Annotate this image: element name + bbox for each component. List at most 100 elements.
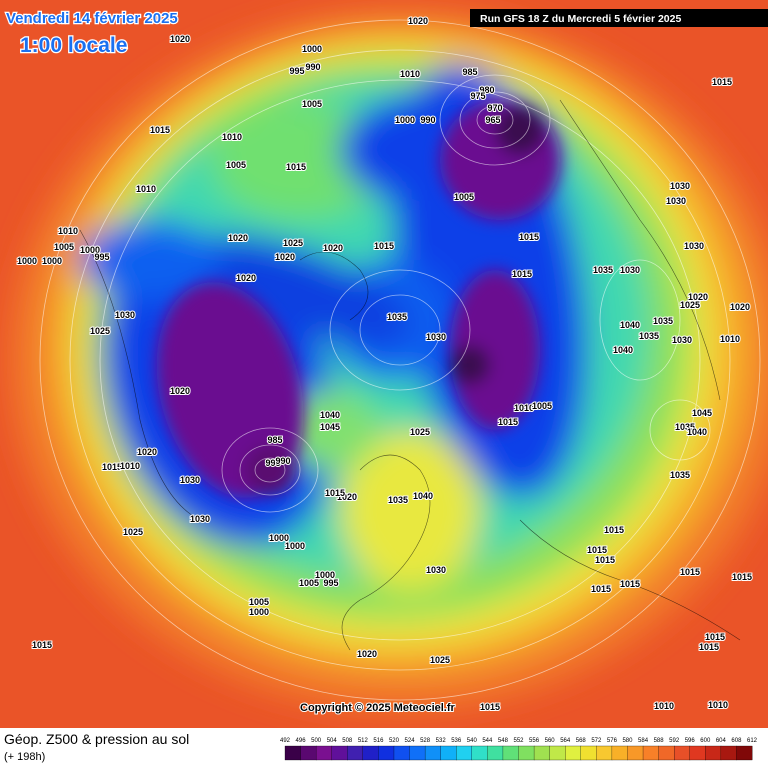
isobar-label: 1015 <box>498 417 518 427</box>
color-scale: 492 496 500 504 508 512 516 520 524 528 532 536 540 5… <box>280 738 758 761</box>
isobar-label: 1020 <box>137 447 157 457</box>
isobar-label: 1010 <box>120 461 140 471</box>
isobar-label: 1045 <box>692 408 712 418</box>
isobar-label: 1010 <box>514 403 534 413</box>
scale-swatch <box>549 745 566 761</box>
scale-label: 552 <box>513 738 524 744</box>
isobar-label: 1040 <box>687 427 707 437</box>
scale-swatch <box>347 745 364 761</box>
scale-swatch <box>720 745 737 761</box>
isobar-label: 1020 <box>236 273 256 283</box>
scale-label: 604 <box>716 738 727 744</box>
isobar-label: 1005 <box>454 192 474 202</box>
isobar-label: 1000 <box>315 570 335 580</box>
isobar-label: 1015 <box>374 241 394 251</box>
scale-label: 576 <box>607 738 618 744</box>
isobar-label: 1015 <box>595 555 615 565</box>
isobar-label: 1035 <box>593 265 613 275</box>
scale-swatch <box>456 745 473 761</box>
isobar-label: 1015 <box>286 162 306 172</box>
scale-label: 528 <box>420 738 431 744</box>
isobar-label: 1030 <box>180 475 200 485</box>
isobar-label: 1005 <box>299 578 319 588</box>
isobar-label: 985 <box>462 67 477 77</box>
trough-cores <box>156 100 560 498</box>
isobar-label: 1040 <box>620 320 640 330</box>
scale-swatch <box>487 745 504 761</box>
isobar-label: 1005 <box>302 99 322 109</box>
scale-swatch <box>611 745 628 761</box>
isobar-label: 1010 <box>720 334 740 344</box>
scale-swatch <box>331 745 348 761</box>
valid-date: Vendredi 14 février 2025 <box>6 10 178 27</box>
copyright: Copyright © 2025 Meteociel.fr <box>300 702 456 714</box>
isobar-label: 1020 <box>228 233 248 243</box>
geopotential-field <box>10 10 768 710</box>
coastlines <box>79 99 741 651</box>
isobar-label: 995 <box>289 66 304 76</box>
scale-label: 612 <box>747 738 758 744</box>
scale-swatch <box>596 745 613 761</box>
isobar-label: 1045 <box>320 422 340 432</box>
isobar-label: 1040 <box>413 491 433 501</box>
scale-label: 524 <box>405 738 416 744</box>
isobar-label: 1015 <box>732 572 752 582</box>
valid-time: 1:00 locale <box>20 34 127 57</box>
isobar-label: 1030 <box>672 335 692 345</box>
scale-swatch <box>393 745 410 761</box>
isobar-label: 1010 <box>136 184 156 194</box>
isobar-label: 1025 <box>410 427 430 437</box>
isobar-label: 1030 <box>684 241 704 251</box>
isobar-label: 1020 <box>275 252 295 262</box>
run-box <box>470 9 768 27</box>
isobar-label: 995 <box>323 578 338 588</box>
footer-title: Géop. Z500 & pression au sol <box>4 731 189 747</box>
scale-swatch <box>440 745 457 761</box>
isobar-label: 1030 <box>670 181 690 191</box>
isobar-label: 1010 <box>222 132 242 142</box>
isobar-label: 1015 <box>150 125 170 135</box>
isobar-label: 1030 <box>115 310 135 320</box>
isobar-label: 975 <box>470 91 485 101</box>
isobar-label: 1015 <box>512 269 532 279</box>
isobar-label: 1035 <box>653 316 673 326</box>
isobar-label: 1000 <box>285 541 305 551</box>
isobar-label: 1020 <box>170 386 190 396</box>
isobar-label: 1020 <box>170 34 190 44</box>
isobar-label: 995 <box>265 458 280 468</box>
scale-label: 520 <box>389 738 400 744</box>
scale-swatch <box>736 745 753 761</box>
scale-label: 536 <box>451 738 462 744</box>
isobar-label: 1020 <box>688 292 708 302</box>
isobar-label: 1015 <box>325 488 345 498</box>
scale-swatch <box>658 745 675 761</box>
isobar-label: 1025 <box>90 326 110 336</box>
isobar-label: 1010 <box>708 700 728 710</box>
isobar-label: 1035 <box>670 470 690 480</box>
scale-label: 568 <box>576 738 587 744</box>
scale-label: 600 <box>700 738 711 744</box>
scale-label: 500 <box>311 738 322 744</box>
isobar-label: 1020 <box>408 16 428 26</box>
scale-label: 588 <box>654 738 665 744</box>
isobar-label: 1015 <box>480 702 500 712</box>
scale-label: 596 <box>685 738 696 744</box>
scale-swatch <box>565 745 582 761</box>
scale-label: 580 <box>622 738 633 744</box>
isobar-label: 1000 <box>42 256 62 266</box>
isobar-label: 1015 <box>591 584 611 594</box>
scale-label: 532 <box>436 738 447 744</box>
isobar-label: 1015 <box>705 632 725 642</box>
isobar-label: 1000 <box>80 245 100 255</box>
scale-swatch <box>674 745 691 761</box>
scale-swatch <box>502 745 519 761</box>
isobar-label: 1005 <box>54 242 74 252</box>
isobar-label: 985 <box>267 435 282 445</box>
isobar-label: 1010 <box>58 226 78 236</box>
isobar-label: 1035 <box>387 312 407 322</box>
isobar-label: 1010 <box>654 701 674 711</box>
scale-swatch <box>642 745 660 761</box>
isobar-label: 1015 <box>519 232 539 242</box>
isobar-label: 1000 <box>249 607 269 617</box>
isobar-label: 970 <box>487 103 502 113</box>
